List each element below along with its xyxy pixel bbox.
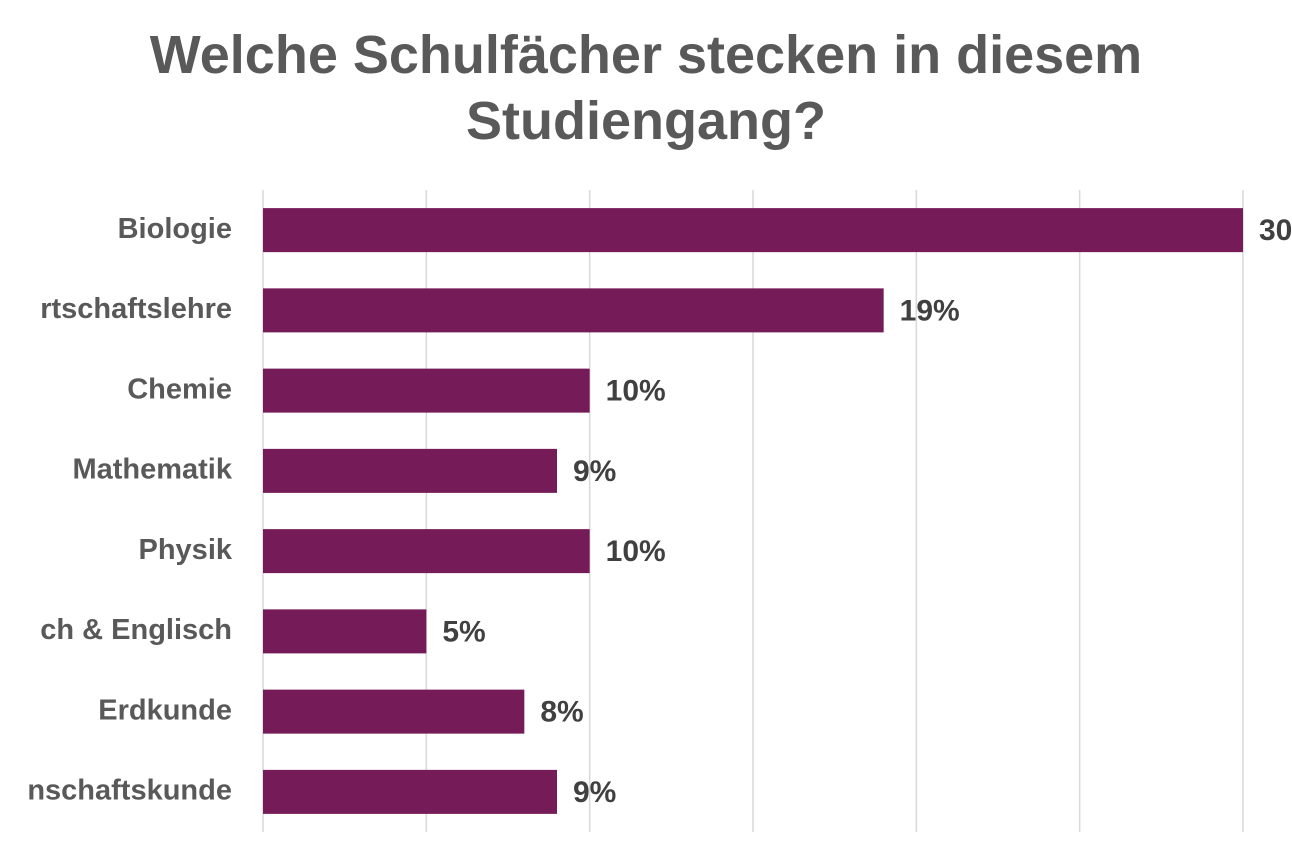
bar bbox=[263, 368, 590, 413]
bar bbox=[263, 769, 557, 814]
category-label: Erdkunde bbox=[98, 694, 232, 726]
category-label: nschaftskunde bbox=[27, 775, 232, 807]
bar bbox=[263, 208, 1243, 253]
category-label: ch & Englisch bbox=[40, 614, 232, 646]
value-label: 5% bbox=[442, 615, 485, 648]
category-label: Physik bbox=[139, 534, 233, 566]
bar bbox=[263, 529, 590, 574]
bar bbox=[263, 689, 525, 734]
category-label: rtschaftslehre bbox=[40, 293, 232, 325]
category-label: Biologie bbox=[118, 213, 232, 245]
bar bbox=[263, 448, 557, 493]
category-label: Mathematik bbox=[72, 454, 232, 486]
bar bbox=[263, 288, 884, 333]
value-label: 30 bbox=[1259, 214, 1292, 247]
value-label: 8% bbox=[540, 696, 583, 729]
value-label: 10% bbox=[606, 535, 666, 568]
chart-title: Welche Schulfächer stecken in diesem Stu… bbox=[149, 25, 1143, 151]
value-label: 9% bbox=[573, 776, 616, 809]
value-label: 19% bbox=[900, 294, 960, 327]
value-label: 9% bbox=[573, 455, 616, 488]
bar bbox=[263, 609, 427, 654]
category-label: Chemie bbox=[127, 373, 232, 405]
value-label: 10% bbox=[606, 375, 666, 408]
